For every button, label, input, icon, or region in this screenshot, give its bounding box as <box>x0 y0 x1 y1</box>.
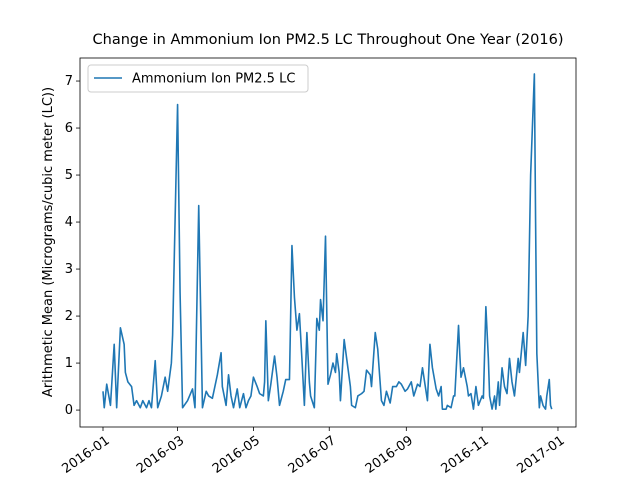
x-tick-label: 2016-05 <box>210 433 263 476</box>
x-tick-label: 2017-01 <box>514 433 567 476</box>
y-tick-label: 3 <box>65 262 73 277</box>
legend: Ammonium Ion PM2.5 LC <box>87 64 309 93</box>
data-line <box>102 73 553 410</box>
y-tick-label: 5 <box>65 168 73 183</box>
legend-box <box>87 64 309 93</box>
y-tick-label: 6 <box>65 121 73 136</box>
y-tick-label: 0 <box>65 403 73 418</box>
y-tick-label: 7 <box>65 74 73 89</box>
y-tick-label: 2 <box>65 309 73 324</box>
legend-label: Ammonium Ion PM2.5 LC <box>132 72 295 87</box>
x-tick-label: 2016-01 <box>59 433 112 476</box>
y-tick-label: 4 <box>65 215 73 230</box>
x-tick-label: 2016-07 <box>286 433 339 476</box>
y-axis-label: Arithmetic Mean (Micrograms/cubic meter … <box>41 87 56 397</box>
x-tick-label: 2016-03 <box>134 433 187 476</box>
chart-title: Change in Ammonium Ion PM2.5 LC Througho… <box>93 32 564 48</box>
y-tick-label: 1 <box>65 356 73 371</box>
plot-frame <box>79 57 577 428</box>
x-tick-label: 2016-09 <box>363 433 416 476</box>
x-tick-label: 2016-11 <box>439 433 492 476</box>
